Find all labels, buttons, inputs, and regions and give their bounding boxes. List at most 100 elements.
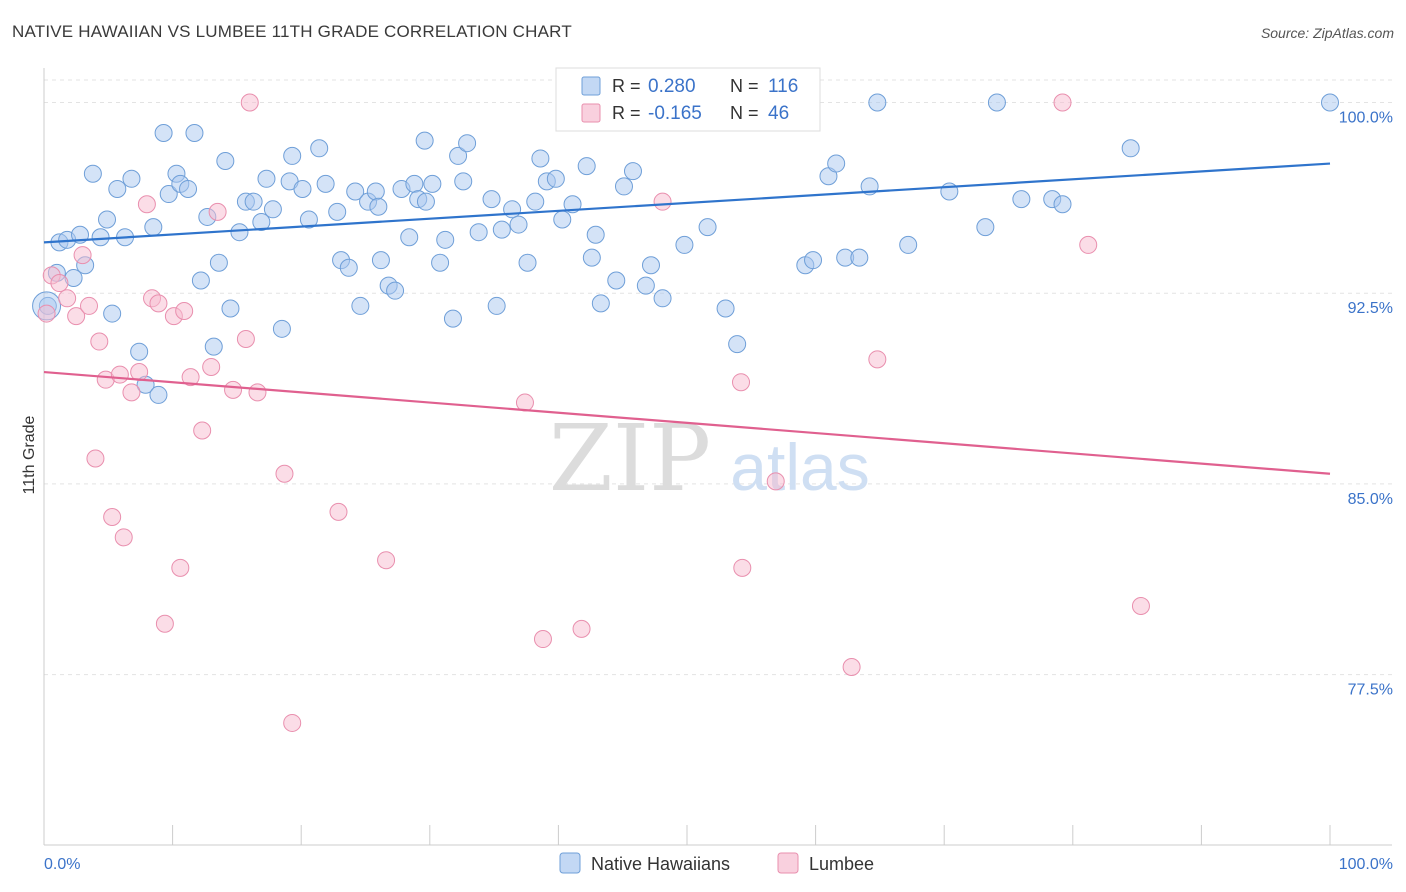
data-point <box>607 271 626 290</box>
data-point <box>137 195 156 214</box>
data-point <box>90 332 109 351</box>
y-tick-labels: 100.0% 92.5% 85.0% 77.5% <box>1339 110 1393 699</box>
legend-swatch <box>581 76 601 96</box>
data-point <box>415 131 434 150</box>
legend-swatch <box>559 852 581 874</box>
data-point <box>73 246 92 265</box>
legend-swatch <box>581 103 601 123</box>
data-point <box>299 210 318 229</box>
data-point <box>257 169 276 188</box>
data-point <box>91 228 110 247</box>
data-point <box>804 251 823 270</box>
y-tick-label: 100.0% <box>1339 110 1393 127</box>
data-point <box>1121 139 1140 158</box>
data-point <box>263 200 282 219</box>
watermark-atlas: atlas <box>730 430 869 504</box>
legend-r-label: R = <box>612 103 641 123</box>
data-point <box>67 307 86 326</box>
trend-line <box>43 162 1331 244</box>
data-point <box>386 281 405 300</box>
data-point <box>283 713 302 732</box>
data-point <box>328 202 347 221</box>
data-point <box>252 213 271 232</box>
legend-r-label: R = <box>612 76 641 96</box>
data-point <box>976 218 995 237</box>
data-point <box>154 124 173 143</box>
data-point <box>83 164 102 183</box>
data-point <box>149 294 168 313</box>
data-point <box>230 223 249 242</box>
data-point <box>171 558 190 577</box>
data-point <box>339 258 358 277</box>
legend-n-value: 46 <box>768 103 789 124</box>
data-point <box>224 380 243 399</box>
data-point <box>416 192 435 211</box>
data-point <box>509 215 528 234</box>
data-point <box>329 502 348 521</box>
data-point <box>518 253 537 272</box>
data-point <box>272 319 291 338</box>
data-point <box>487 296 506 315</box>
data-point <box>369 197 388 216</box>
data-point <box>236 329 255 348</box>
data-point <box>827 154 846 173</box>
data-point <box>175 302 194 321</box>
data-point <box>130 363 149 382</box>
data-point <box>533 630 552 649</box>
x-tick-label-min: 0.0% <box>44 856 80 873</box>
data-point <box>191 271 210 290</box>
data-point <box>526 192 545 211</box>
data-point <box>1079 235 1098 254</box>
data-point <box>209 253 228 272</box>
data-point <box>582 248 601 267</box>
data-point <box>732 373 751 392</box>
data-point <box>216 151 235 170</box>
data-point <box>366 182 385 201</box>
stats-legend: R = 0.280 N = 116 R = -0.165 N = 46 <box>555 67 821 132</box>
data-point <box>293 179 312 198</box>
data-point <box>766 472 785 491</box>
legend-n-value: 116 <box>768 76 798 97</box>
data-point <box>1053 93 1072 112</box>
data-point <box>454 172 473 191</box>
data-point <box>405 174 424 193</box>
chart-title: NATIVE HAWAIIAN VS LUMBEE 11TH GRADE COR… <box>12 22 572 41</box>
data-point <box>371 251 390 270</box>
legend-r-value: 0.280 <box>648 76 696 97</box>
data-point <box>155 614 174 633</box>
y-tick-label: 92.5% <box>1348 300 1393 317</box>
data-point <box>37 304 56 323</box>
series-legend: Native Hawaiians Lumbee <box>559 852 874 874</box>
data-point <box>283 146 302 165</box>
data-point <box>1321 93 1339 112</box>
data-point <box>515 393 534 412</box>
data-point <box>698 218 717 237</box>
data-point <box>546 169 565 188</box>
trend-lines <box>43 162 1331 475</box>
data-point <box>431 253 450 272</box>
watermark-zip: ZIP <box>549 405 711 512</box>
data-point <box>469 223 488 242</box>
data-point <box>122 169 141 188</box>
data-point <box>179 179 198 198</box>
data-point <box>221 299 240 318</box>
data-point <box>443 309 462 328</box>
data-point <box>850 248 869 267</box>
y-tick-label: 77.5% <box>1348 682 1393 699</box>
axes <box>43 68 1392 846</box>
data-point <box>149 385 168 404</box>
data-point <box>240 93 259 112</box>
trend-line <box>43 370 1331 475</box>
data-point <box>842 658 861 677</box>
legend-series-name: Lumbee <box>809 854 874 874</box>
data-point <box>114 528 133 547</box>
data-point <box>351 296 370 315</box>
data-point <box>653 289 672 308</box>
data-point <box>310 139 329 158</box>
legend-series-name: Native Hawaiians <box>591 854 730 874</box>
data-point <box>641 256 660 275</box>
data-point <box>144 218 163 237</box>
data-point <box>868 350 887 369</box>
data-point <box>1131 596 1150 615</box>
data-point <box>577 157 596 176</box>
